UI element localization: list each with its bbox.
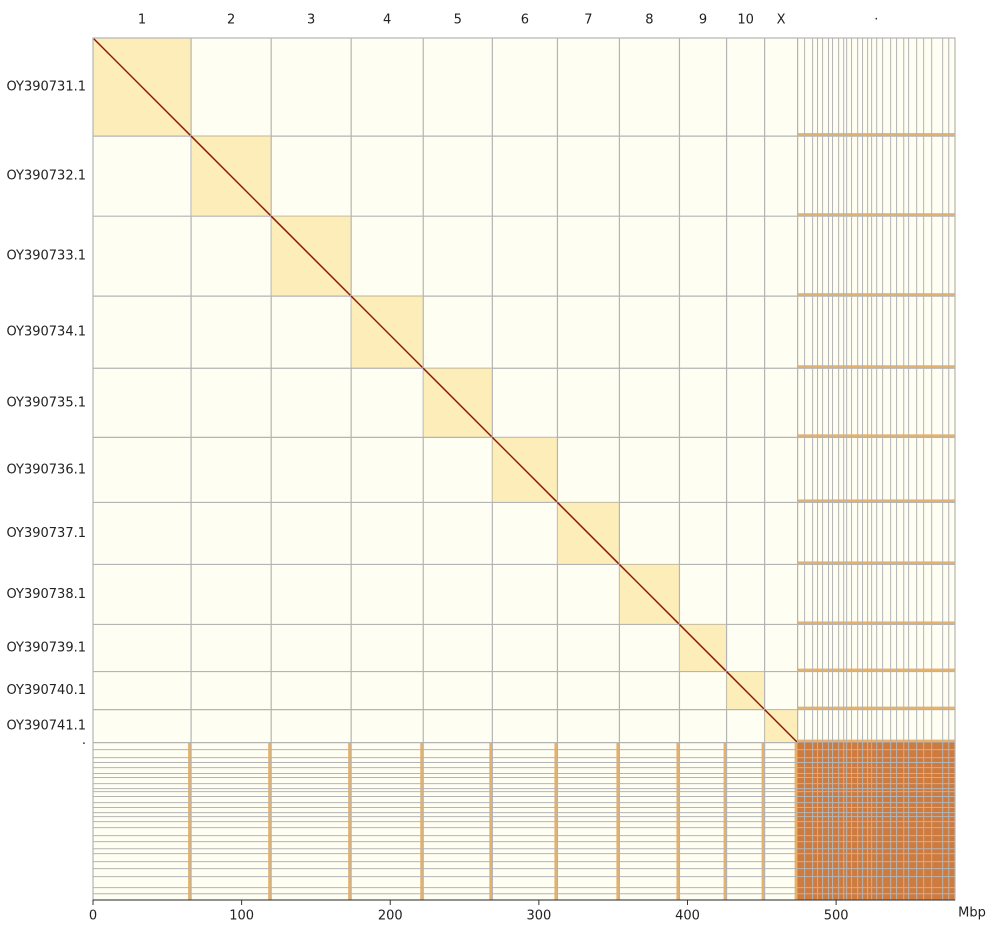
chromosome-label: 4 <box>383 13 391 28</box>
sequence-label: OY390734.1 <box>7 325 87 340</box>
diagonal <box>190 135 272 217</box>
x-tick-label: 100 <box>229 909 254 924</box>
chromosome-label: 9 <box>699 13 707 28</box>
diagonal <box>726 671 766 711</box>
chromosome-label: 7 <box>584 13 592 28</box>
sequence-label: OY390741.1 <box>7 719 87 734</box>
chromosome-label: 2 <box>227 13 235 28</box>
diagonal <box>270 215 352 297</box>
sequence-label: OY390739.1 <box>7 641 87 656</box>
diagonal <box>491 436 558 503</box>
chromosome-label: 8 <box>645 13 653 28</box>
sequence-label: OY390736.1 <box>7 462 87 477</box>
sequence-label: OY390732.1 <box>7 169 87 184</box>
x-tick-label: 500 <box>824 909 849 924</box>
chromosome-label: X <box>777 13 786 28</box>
sequence-label: OY390737.1 <box>7 526 87 541</box>
chromosome-label: · <box>874 13 878 28</box>
sequence-label: OY390731.1 <box>7 80 87 95</box>
x-axis-label: Mbp <box>958 906 986 921</box>
chromosome-label: 10 <box>737 13 754 28</box>
sequence-label: OY390740.1 <box>7 683 87 698</box>
sequence-label: · <box>82 737 86 752</box>
x-tick-label: 400 <box>675 909 700 924</box>
chromosome-label: 3 <box>307 13 315 28</box>
chromosome-label: 5 <box>454 13 462 28</box>
diagonal <box>764 709 799 744</box>
chromosome-label: 6 <box>521 13 529 28</box>
diagonal <box>556 501 620 565</box>
diagonal <box>350 295 424 369</box>
diagonal <box>678 623 728 673</box>
sequence-label: OY390735.1 <box>7 395 87 410</box>
sequence-label: OY390733.1 <box>7 249 87 264</box>
x-tick-label: 0 <box>89 909 97 924</box>
sequence-label: OY390738.1 <box>7 587 87 602</box>
x-tick-label: 300 <box>526 909 551 924</box>
x-tick-label: 200 <box>378 909 403 924</box>
chromosome-label: 1 <box>138 13 146 28</box>
diagonal <box>618 563 680 625</box>
diagonal <box>422 367 493 438</box>
diagonal <box>92 37 192 137</box>
